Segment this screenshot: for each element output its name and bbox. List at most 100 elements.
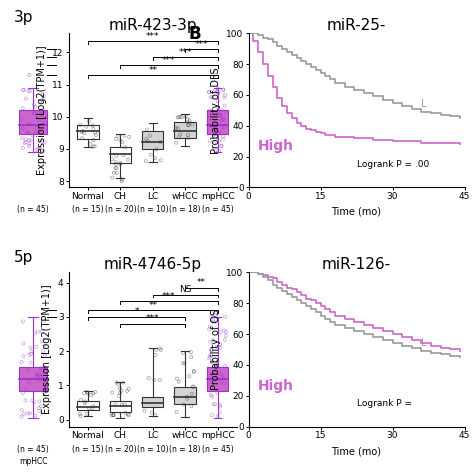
Point [35,146,42,153]
Point [216,112,224,119]
Point [215,147,223,155]
Point [118,138,126,146]
Point [218,142,226,150]
Point [210,369,218,376]
Point [148,409,156,417]
Point [190,367,198,375]
Point [41,352,49,360]
Point [217,379,225,386]
Point [87,391,95,399]
Point [40,147,47,155]
Point [185,373,193,380]
Point [212,387,219,394]
Y-axis label: Expression [Log2(TPM+1)]: Expression [Log2(TPM+1)] [36,46,46,175]
Point [182,113,190,120]
Text: (n = 18): (n = 18) [169,205,201,214]
Point [207,352,214,359]
Point [118,387,125,394]
Point [26,87,34,95]
Point [113,169,120,177]
Title: miR-423-3p: miR-423-3p [109,18,197,33]
Point [185,121,192,129]
Point [173,139,180,146]
Point [35,109,43,117]
Point [218,106,226,114]
Point [188,353,195,361]
Point [25,378,33,386]
Title: miR-126-: miR-126- [322,257,391,273]
Point [156,376,164,384]
Point [210,139,218,147]
Point [216,403,224,410]
Point [90,125,97,133]
Point [213,319,220,326]
Point [18,115,25,123]
Point [22,95,30,102]
Y-axis label: Probability of OS: Probability of OS [211,309,221,390]
Point [220,379,228,387]
Point [207,346,215,354]
Point [30,109,38,117]
Point [184,134,192,142]
Point [79,135,86,142]
Text: mpHCC: mpHCC [19,457,47,466]
Point [189,121,196,128]
Point [36,398,43,405]
Point [208,352,215,359]
Point [84,389,91,397]
Text: ***: *** [162,292,176,301]
Point [19,144,27,152]
Point [38,96,46,104]
Point [27,410,34,417]
Point [82,123,90,130]
Text: (n = 18): (n = 18) [169,445,201,454]
Text: (n = 10): (n = 10) [137,205,169,214]
Point [211,147,219,155]
Point [32,412,39,419]
Point [89,121,96,129]
Point [215,104,222,111]
Text: **: ** [148,65,157,74]
Point [37,402,45,410]
Point [120,152,128,159]
Point [181,359,188,367]
Point [174,114,182,121]
Point [213,87,221,95]
Point [112,152,120,159]
Point [205,88,213,95]
Point [32,129,40,137]
Bar [77,401,99,410]
Point [156,345,164,352]
Point [38,337,46,345]
Point [215,90,222,97]
Point [173,124,180,132]
Point [20,86,28,94]
Point [190,368,198,376]
Point [36,137,44,145]
Point [186,117,193,124]
Point [24,410,32,417]
Text: L: L [421,99,427,109]
Point [33,370,40,377]
Point [27,359,34,366]
Point [141,407,148,414]
Point [125,385,133,392]
Text: NS: NS [179,285,191,294]
Point [213,343,220,351]
Point [185,118,193,126]
Point [122,409,129,417]
Text: **: ** [197,278,206,287]
Point [32,103,39,110]
Point [36,370,43,378]
Point [219,133,227,140]
Point [208,374,215,381]
Point [91,143,99,150]
Point [179,360,187,367]
Text: (n = 45): (n = 45) [18,205,49,214]
Point [117,137,124,144]
Point [77,412,84,420]
Point [219,124,226,131]
Point [207,378,215,385]
Point [79,127,87,135]
Point [28,347,36,355]
